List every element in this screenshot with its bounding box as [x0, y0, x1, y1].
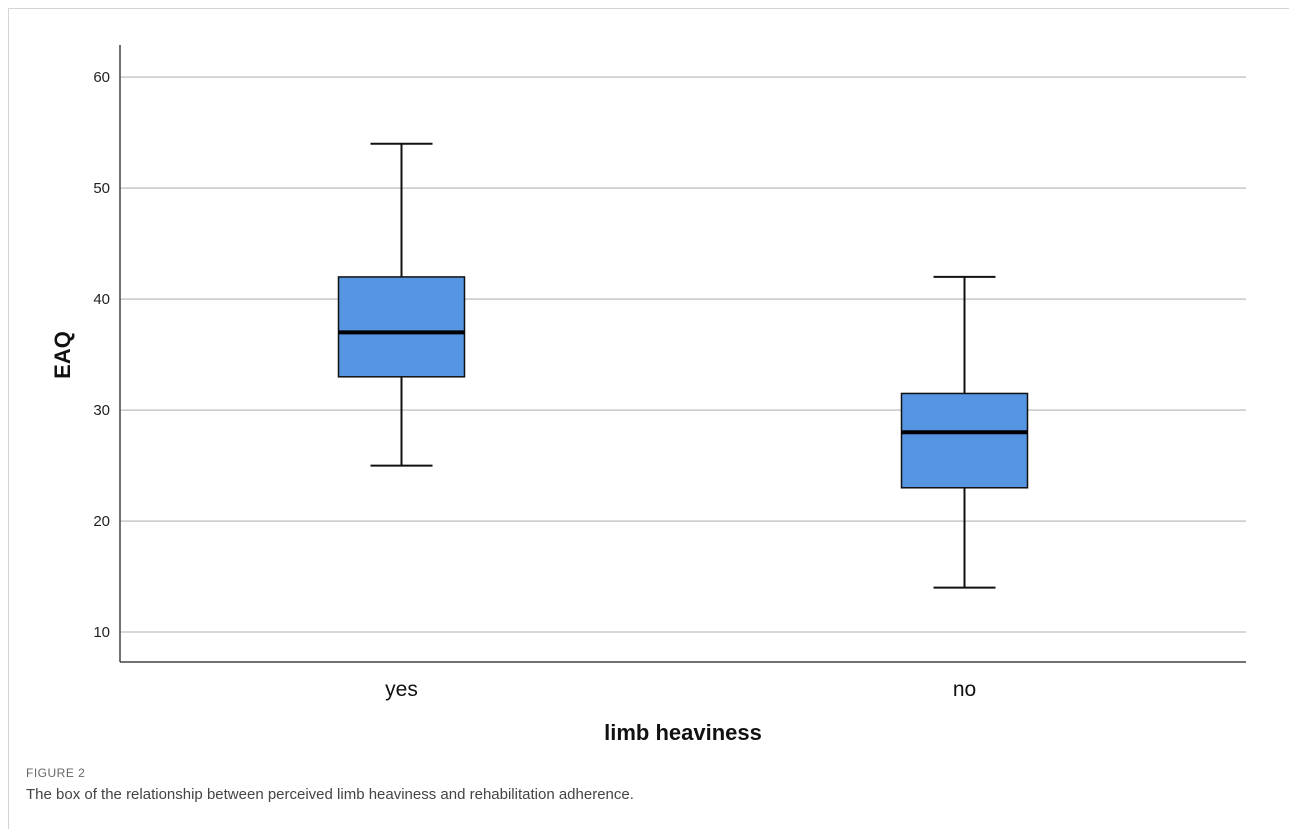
box-group-yes	[337, 142, 466, 467]
x-tick-label: yes	[385, 678, 418, 701]
box-plot: 10 20 30 40 50 60 yes no limb heaviness EAQ	[50, 45, 1246, 745]
x-tick-label: no	[953, 678, 976, 701]
figure-label: FIGURE 2	[26, 766, 86, 780]
y-tick-label: 30	[93, 402, 110, 419]
y-tick-label: 20	[93, 513, 110, 530]
y-tick-label: 60	[93, 69, 110, 86]
y-axis-title: EAQ	[50, 331, 75, 379]
box-group-no	[900, 275, 1029, 589]
iqr-box	[900, 392, 1029, 489]
x-axis-title: limb heaviness	[604, 720, 762, 745]
figure-caption: The box of the relationship between perc…	[26, 786, 634, 803]
x-tick-labels: yes no	[385, 678, 976, 701]
y-tick-label: 40	[93, 291, 110, 308]
boxes	[337, 142, 1029, 589]
figure-frame	[8, 8, 1289, 829]
y-tick-labels: 10 20 30 40 50 60	[93, 69, 110, 641]
y-tick-label: 10	[93, 624, 110, 641]
y-tick-label: 50	[93, 180, 110, 197]
gridlines	[120, 76, 1246, 633]
axes	[119, 45, 1246, 663]
iqr-box	[337, 276, 466, 378]
